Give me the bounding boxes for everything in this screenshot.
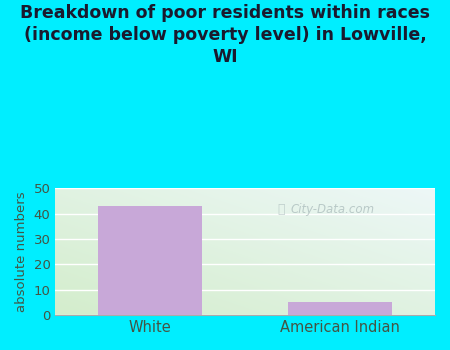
Y-axis label: absolute numbers: absolute numbers bbox=[15, 191, 28, 312]
Bar bbox=[288, 302, 392, 315]
Text: ⓘ: ⓘ bbox=[278, 203, 285, 216]
Text: Breakdown of poor residents within races
(income below poverty level) in Lowvill: Breakdown of poor residents within races… bbox=[20, 4, 430, 66]
Text: City-Data.com: City-Data.com bbox=[290, 203, 374, 216]
Bar bbox=[98, 206, 202, 315]
